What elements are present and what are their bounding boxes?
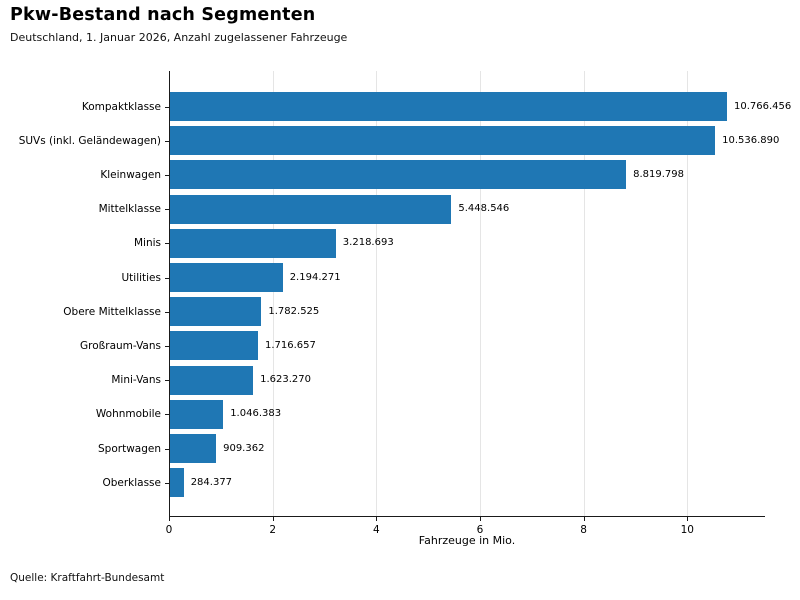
value-label: 2.194.271 bbox=[289, 271, 341, 283]
bar-7 bbox=[169, 297, 262, 327]
category-label: Oberklasse bbox=[102, 476, 161, 489]
bar-12 bbox=[169, 468, 184, 498]
x-tick-mark bbox=[169, 517, 170, 521]
bar-11 bbox=[169, 434, 217, 463]
y-tick-mark bbox=[165, 482, 169, 484]
y-tick-mark bbox=[165, 243, 169, 245]
y-tick-mark bbox=[165, 448, 169, 450]
value-label: 1.623.270 bbox=[260, 374, 311, 386]
y-tick-mark bbox=[165, 209, 169, 211]
x-tick-mark bbox=[583, 517, 585, 521]
x-tick-label: 4 bbox=[372, 524, 380, 536]
gridline bbox=[272, 71, 274, 516]
x-tick-label: 2 bbox=[269, 524, 277, 536]
y-tick-mark bbox=[165, 106, 169, 108]
x-tick-mark bbox=[480, 517, 481, 521]
y-axis-spine bbox=[169, 71, 170, 517]
value-label: 10.536.890 bbox=[722, 134, 780, 146]
category-label: Utilities bbox=[121, 271, 161, 284]
category-label: Mini-Vans bbox=[111, 374, 161, 387]
bar-3 bbox=[169, 160, 627, 190]
y-tick-mark bbox=[165, 345, 169, 347]
category-label: Kleinwagen bbox=[100, 168, 161, 181]
source-note: Quelle: Kraftfahrt-Bundesamt bbox=[10, 572, 165, 584]
y-tick-mark bbox=[165, 380, 169, 382]
value-label: 1.782.525 bbox=[268, 305, 320, 317]
bar-1 bbox=[169, 92, 727, 121]
value-label: 284.377 bbox=[190, 476, 233, 488]
gridline bbox=[376, 71, 378, 516]
gridline bbox=[687, 71, 689, 516]
value-label: 1.716.657 bbox=[265, 339, 316, 351]
x-tick-mark bbox=[687, 517, 689, 521]
category-label: Kompaktklasse bbox=[81, 100, 161, 113]
y-tick-mark bbox=[165, 174, 169, 176]
bar-5 bbox=[169, 228, 336, 258]
value-label: 5.448.546 bbox=[458, 203, 510, 215]
bar-6 bbox=[169, 263, 283, 292]
gridline bbox=[583, 71, 585, 516]
value-label: 8.819.798 bbox=[633, 168, 684, 180]
bar-10 bbox=[169, 399, 224, 429]
y-tick-mark bbox=[165, 311, 169, 313]
x-axis-spine bbox=[169, 516, 765, 517]
y-tick-mark bbox=[165, 277, 169, 279]
chart-subtitle: Deutschland, 1. Januar 2026, Anzahl zuge… bbox=[10, 31, 348, 44]
category-label: Sportwagen bbox=[98, 442, 161, 455]
value-label: 909.362 bbox=[223, 442, 265, 454]
category-label: Mittelklasse bbox=[98, 203, 161, 216]
gridline bbox=[480, 71, 481, 516]
x-tick-label: 10 bbox=[680, 524, 694, 536]
bar-2 bbox=[169, 126, 716, 156]
category-label: Wohnmobile bbox=[95, 408, 161, 421]
chart-title: Pkw-Bestand nach Segmenten bbox=[10, 5, 316, 25]
category-label: Minis bbox=[133, 237, 161, 250]
x-tick-mark bbox=[272, 517, 274, 521]
x-tick-mark bbox=[376, 517, 378, 521]
x-tick-label: 8 bbox=[580, 524, 587, 536]
value-label: 3.218.693 bbox=[342, 237, 394, 249]
category-label: SUVs (inkl. Geländewagen) bbox=[18, 134, 161, 147]
bar-4 bbox=[169, 194, 452, 224]
x-axis-title: Fahrzeuge in Mio. bbox=[418, 534, 516, 547]
x-tick-label: 0 bbox=[165, 524, 173, 536]
y-tick-mark bbox=[165, 414, 169, 416]
bar-8 bbox=[169, 331, 258, 361]
bar-9 bbox=[169, 365, 254, 395]
value-label: 10.766.456 bbox=[734, 100, 792, 112]
category-label: Großraum-Vans bbox=[80, 339, 161, 352]
y-tick-mark bbox=[165, 140, 169, 142]
value-label: 1.046.383 bbox=[230, 408, 282, 420]
category-label: Obere Mittelklasse bbox=[63, 305, 161, 318]
x-tick-label: 6 bbox=[476, 524, 484, 536]
plot-area: 10.766.456 10.536.890 8.819.798 5.448.546 3.… bbox=[19, 71, 791, 536]
